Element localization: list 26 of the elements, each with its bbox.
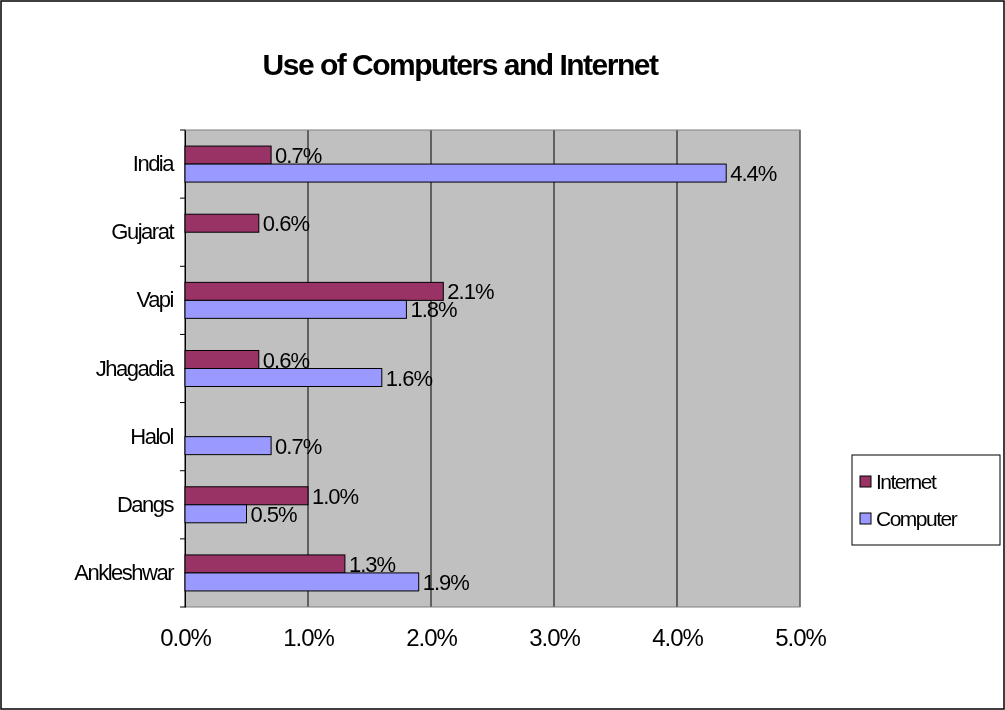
data-label: 0.7% [275,433,322,459]
legend-label: Internet [876,470,937,493]
y-tick-label: Vapi [136,287,174,313]
data-label: 1.3% [348,551,396,577]
y-tick-label: India [132,151,176,177]
data-label: 1.9% [422,569,470,595]
data-label: 4.4% [730,161,777,187]
y-tick-label: Ankleshwar [74,559,175,585]
data-label: 1.6% [385,365,433,391]
legend-label: Computer [876,507,958,530]
y-tick-label: Halol [130,423,174,449]
x-tick-label: 1.0% [283,624,335,652]
y-tick-label: Jhagadia [95,355,176,381]
data-label: 0.6% [262,347,310,373]
x-tick-label: 4.0% [652,624,704,652]
data-label: 0.5% [250,501,298,527]
x-tick-label: 3.0% [529,624,581,652]
y-tick-label: Dangs [116,491,175,517]
y-tick-label: Gujarat [111,219,175,245]
data-label: 0.7% [275,143,322,169]
chart-title: Use of Computers and Internet [262,48,659,81]
x-tick-label: 5.0% [775,624,827,652]
data-label: 0.6% [262,211,310,237]
x-tick-label: 0.0% [160,624,212,652]
x-tick-label: 2.0% [406,624,458,652]
data-label: 1.0% [312,483,359,509]
